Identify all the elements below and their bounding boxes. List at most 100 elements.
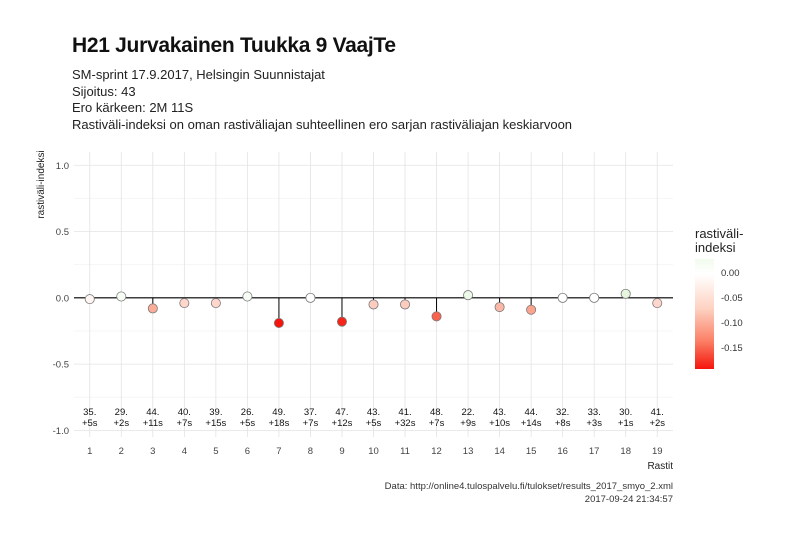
- data-point: [305, 292, 316, 303]
- data-point: [210, 298, 221, 309]
- data-point: [620, 288, 631, 299]
- diff-label: +2s: [113, 418, 129, 429]
- diff-label: +5s: [82, 418, 98, 429]
- rank-label: 44.: [525, 407, 538, 418]
- rank-label: 47.: [335, 407, 348, 418]
- rank-label: 39.: [209, 407, 222, 418]
- data-point: [368, 299, 379, 310]
- data-point: [179, 298, 190, 309]
- x-tick-label: 15: [526, 446, 537, 457]
- data-point: [652, 298, 663, 309]
- chart-subtitle: SM-sprint 17.9.2017, Helsingin Suunnista…: [72, 67, 572, 133]
- x-tick-label: 10: [368, 446, 379, 457]
- diff-label: +5s: [366, 418, 382, 429]
- x-tick-label: 6: [245, 446, 250, 457]
- rank-label: 26.: [241, 407, 254, 418]
- data-point: [242, 291, 253, 302]
- y-tick-label: -0.5: [53, 360, 69, 371]
- diff-label: +10s: [489, 418, 510, 429]
- legend-colorbar: [695, 259, 714, 369]
- rank-label: 43.: [493, 407, 506, 418]
- diff-label: +15s: [205, 418, 226, 429]
- rank-label: 30.: [619, 407, 632, 418]
- data-point: [273, 317, 284, 328]
- rank-label: 37.: [304, 407, 317, 418]
- legend-title-line-1: rastiväli-: [695, 226, 744, 241]
- data-point: [400, 299, 411, 310]
- caption-source: Data: http://online4.tulospalvelu.fi/tul…: [384, 481, 673, 492]
- data-point: [589, 292, 600, 303]
- diff-label: +18s: [268, 418, 289, 429]
- diff-label: +3s: [586, 418, 602, 429]
- rank-label: 41.: [651, 407, 664, 418]
- x-tick-label: 12: [431, 446, 442, 457]
- data-point: [526, 304, 537, 315]
- rank-label: 29.: [115, 407, 128, 418]
- data-point: [116, 291, 127, 302]
- x-tick-label: 17: [589, 446, 600, 457]
- legend-tick-label: -0.05: [721, 293, 743, 304]
- x-tick-label: 13: [463, 446, 474, 457]
- x-tick-label: 7: [276, 446, 281, 457]
- caption-timestamp: 2017-09-24 21:34:57: [584, 494, 673, 505]
- rank-label: 22.: [461, 407, 474, 418]
- subtitle-line-event: SM-sprint 17.9.2017, Helsingin Suunnista…: [72, 67, 325, 82]
- diff-label: +32s: [395, 418, 416, 429]
- diff-label: +12s: [332, 418, 353, 429]
- legend-title: rastiväli- indeksi: [695, 227, 775, 255]
- y-tick-label: -1.0: [53, 426, 69, 437]
- y-tick-label: 1.0: [56, 161, 69, 172]
- legend-tick-label: -0.15: [721, 343, 743, 354]
- x-tick-label: 8: [308, 446, 313, 457]
- legend-tick-label: -0.10: [721, 318, 743, 329]
- x-tick-label: 11: [400, 446, 410, 457]
- diff-label: +1s: [618, 418, 634, 429]
- y-tick-label: 0.5: [56, 227, 69, 238]
- data-point: [494, 302, 505, 313]
- x-tick-label: 18: [620, 446, 631, 457]
- color-legend: rastiväli- indeksi 0.00 -0.05 -0.10 -0.1…: [695, 227, 775, 369]
- y-tick-label: 0.0: [56, 293, 69, 304]
- data-point: [84, 294, 95, 305]
- chart-title: H21 Jurvakainen Tuukka 9 VaajTe: [72, 34, 396, 57]
- rank-label: 40.: [178, 407, 191, 418]
- x-tick-label: 9: [339, 446, 344, 457]
- diff-label: +7s: [177, 418, 193, 429]
- x-tick-label: 3: [150, 446, 155, 457]
- subtitle-line-description: Rastiväli-indeksi on oman rastiväliajan …: [72, 116, 573, 132]
- data-point: [431, 311, 442, 322]
- rank-label: 48.: [430, 407, 443, 418]
- diff-label: +8s: [555, 418, 571, 429]
- x-tick-label: 19: [652, 446, 663, 457]
- rank-label: 41.: [398, 407, 411, 418]
- rank-label: 44.: [146, 407, 159, 418]
- diff-label: +2s: [649, 418, 665, 429]
- diff-label: +9s: [460, 418, 476, 429]
- y-axis-title: rastiväli-indeksi: [36, 150, 47, 218]
- chart-caption: Data: http://online4.tulospalvelu.fi/tul…: [385, 480, 673, 506]
- diff-label: +7s: [303, 418, 319, 429]
- x-tick-label: 2: [119, 446, 124, 457]
- subtitle-line-placement: Sijoitus: 43: [72, 83, 136, 99]
- rank-label: 33.: [588, 407, 601, 418]
- rank-label: 32.: [556, 407, 569, 418]
- x-tick-label: 1: [87, 446, 92, 457]
- legend-title-line-2: indeksi: [695, 240, 736, 255]
- data-point: [463, 290, 474, 301]
- diff-label: +11s: [143, 418, 163, 429]
- data-point: [336, 316, 347, 327]
- diff-label: +14s: [521, 418, 542, 429]
- legend-tick-label: 0.00: [721, 268, 740, 279]
- rank-label: 35.: [83, 407, 96, 418]
- data-point: [557, 292, 568, 303]
- diff-label: +5s: [240, 418, 256, 429]
- x-tick-label: 5: [213, 446, 218, 457]
- diff-label: +7s: [429, 418, 445, 429]
- x-tick-label: 16: [557, 446, 568, 457]
- rank-label: 43.: [367, 407, 380, 418]
- x-tick-label: 4: [182, 446, 187, 457]
- data-point: [147, 303, 158, 314]
- subtitle-line-gap: Ero kärkeen: 2M 11S: [72, 100, 194, 115]
- x-axis-title: Rastit: [647, 461, 673, 472]
